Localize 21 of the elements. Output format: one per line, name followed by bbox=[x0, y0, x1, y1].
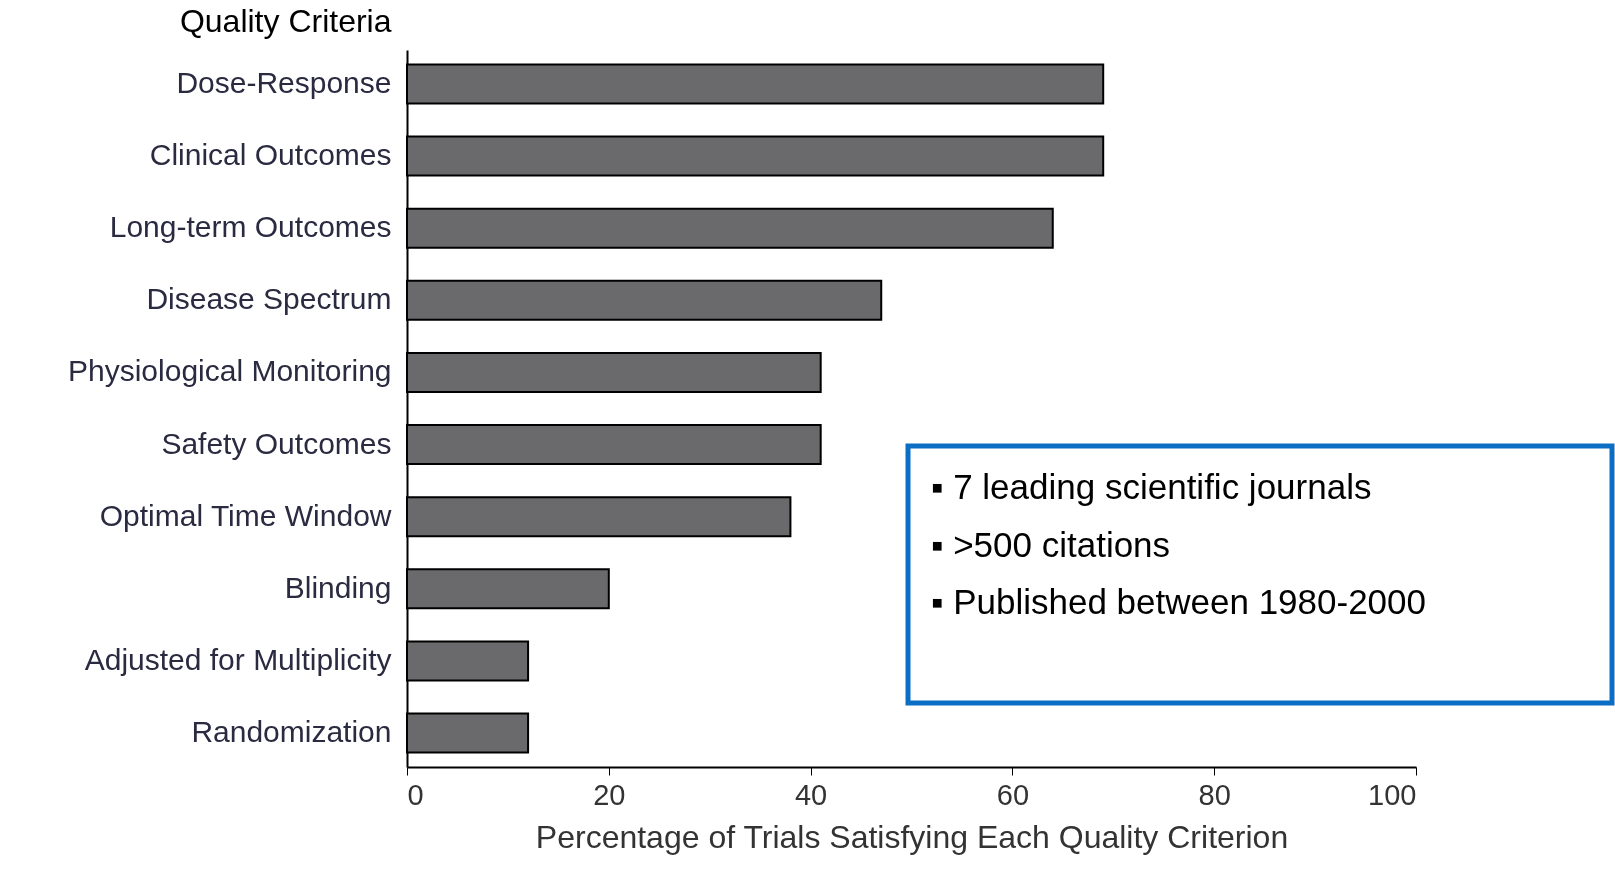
y-tick-label: Clinical Outcomes bbox=[149, 138, 392, 172]
x-tick-label: 80 bbox=[1198, 778, 1231, 811]
y-tick-label: Randomization bbox=[191, 715, 392, 749]
y-tick-label: Adjusted for Multiplicity bbox=[84, 642, 392, 676]
y-tick-label: Dose-Response bbox=[176, 65, 392, 99]
annotation: ▪ >500 citations bbox=[931, 524, 1171, 564]
y-tick-label: Physiological Monitoring bbox=[68, 354, 392, 388]
y-tick-label: Disease Spectrum bbox=[146, 282, 392, 316]
y-axis-title: Quality Criteria bbox=[179, 2, 392, 39]
y-tick-label: Optimal Time Window bbox=[99, 498, 392, 532]
x-tick-label: 60 bbox=[996, 778, 1030, 811]
x-tick-label: 40 bbox=[794, 778, 828, 811]
x-tick-label: 0 bbox=[407, 778, 424, 811]
x-axis-title: Percentage of Trials Satisfying Each Quality Criterion bbox=[535, 818, 1289, 855]
annotation: ▪ 7 leading scientific journals bbox=[931, 467, 1372, 506]
x-tick-label: 100 bbox=[1368, 778, 1417, 811]
x-tick-label: 20 bbox=[593, 778, 626, 811]
y-tick-label: Safety Outcomes bbox=[161, 426, 392, 460]
annotation: ▪ Published between 1980-2000 bbox=[931, 582, 1427, 621]
y-tick-label: Blinding bbox=[284, 570, 392, 604]
y-tick-label: Long-term Outcomes bbox=[109, 210, 392, 244]
